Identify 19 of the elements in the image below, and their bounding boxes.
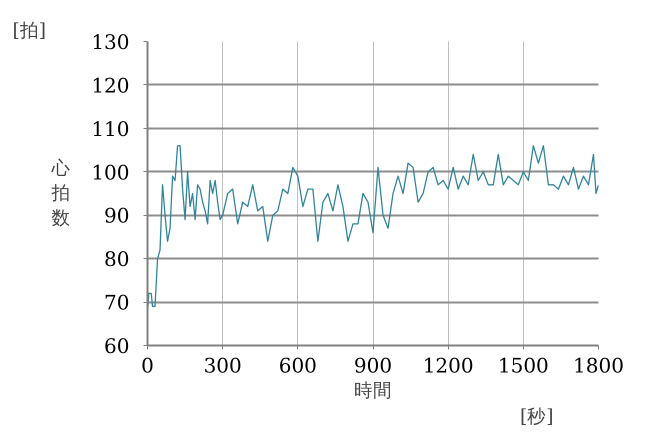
x-tick-label: 600 (278, 354, 317, 378)
y-tick-label: 90 (104, 204, 130, 228)
x-axis-title: 時間 (354, 380, 392, 402)
y-axis-title: 心拍数 (50, 156, 70, 230)
text: [秒] (520, 406, 554, 428)
x-tick-label: 1500 (498, 354, 549, 378)
x-tick-label: 1800 (573, 354, 624, 378)
x-tick-label: 1200 (422, 354, 474, 378)
y-tick-label: 100 (91, 160, 130, 184)
y-tick-label: 120 (91, 73, 130, 98)
x-tick-label: 300 (204, 354, 242, 378)
y-tick-label: 70 (104, 290, 130, 315)
y-tick-label: 80 (104, 247, 130, 272)
y-tick-label: 130 (91, 30, 130, 54)
x-tick-label: 900 (354, 354, 392, 378)
x-tick-label: 0 (141, 354, 154, 378)
y-tick-label: 110 (91, 116, 130, 141)
y-tick-label: 60 (104, 334, 130, 358)
text: [拍] (12, 20, 46, 42)
